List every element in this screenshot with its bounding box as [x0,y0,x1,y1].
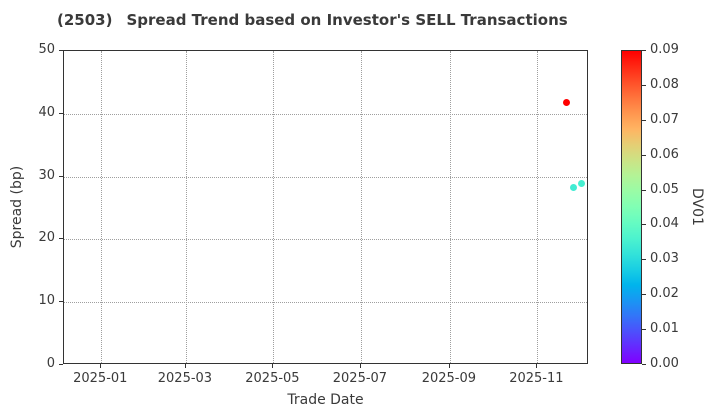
colorbar-tick-label: 0.05 [650,181,679,197]
x-tick-label: 2025-07 [332,371,388,386]
data-point [578,180,586,187]
x-tick-label: 2025-01 [73,371,128,386]
y-tick-mark [59,238,63,240]
x-tick-mark [359,364,361,368]
colorbar-tick-mark [642,50,646,51]
x-tick-mark [100,364,102,368]
chart-title-ticker: (2503) [57,11,113,29]
y-tick-mark [59,112,63,114]
colorbar-tick-label: 0.08 [650,76,679,92]
colorbar-tick-mark [642,259,646,261]
y-tick-label: 20 [38,230,55,246]
x-tick-mark [448,364,450,368]
x-gridline [360,51,362,363]
y-gridline [64,239,587,241]
chart-title: (2503) Spread Trend based on Investor's S… [57,11,568,29]
colorbar-label: DV01 [689,188,705,226]
plot-area [63,50,588,364]
y-tick-mark [59,364,63,365]
data-point [569,184,577,192]
x-tick-mark [184,364,186,368]
y-tick-label: 10 [38,293,55,309]
x-tick-mark [272,364,274,368]
colorbar-tick-label: 0.04 [650,216,679,232]
colorbar-tick-mark [642,224,646,226]
chart-title-text: Spread Trend based on Investor's SELL Tr… [126,11,568,29]
colorbar-tick-label: 0.02 [650,286,679,302]
colorbar [621,50,642,364]
x-gridline [273,51,275,363]
colorbar-tick-label: 0.01 [650,321,679,337]
colorbar-tick-mark [642,154,646,156]
y-tick-mark [59,175,63,177]
x-gridline [537,51,539,363]
colorbar-tick-label: 0.03 [650,251,679,267]
colorbar-tick-label: 0.00 [650,356,679,371]
data-point [562,98,570,106]
x-tick-label: 2025-11 [509,371,564,386]
y-tick-mark [59,301,63,303]
x-gridline [101,51,103,363]
colorbar-tick-mark [642,189,646,191]
colorbar-tick-mark [642,294,646,296]
x-tick-label: 2025-09 [421,371,477,386]
x-tick-label: 2025-05 [245,371,300,386]
colorbar-tick-mark [642,84,646,86]
y-tick-label: 30 [38,167,55,183]
y-tick-label: 40 [38,104,55,120]
x-axis-label: Trade Date [287,392,364,408]
colorbar-tick-label: 0.09 [650,42,679,57]
y-tick-label: 0 [46,356,55,371]
colorbar-tick-mark [642,329,646,331]
colorbar-tick-label: 0.07 [650,111,679,127]
colorbar-tick-mark [642,364,646,365]
y-tick-mark [59,50,63,51]
y-gridline [64,113,587,115]
y-tick-label: 50 [38,42,55,57]
y-gridline [64,302,587,304]
y-gridline [64,176,587,178]
colorbar-tick-label: 0.06 [650,146,679,162]
x-gridline [449,51,451,363]
colorbar-tick-mark [642,119,646,121]
x-gridline [185,51,187,363]
x-tick-label: 2025-03 [157,371,213,386]
x-tick-mark [536,364,538,368]
